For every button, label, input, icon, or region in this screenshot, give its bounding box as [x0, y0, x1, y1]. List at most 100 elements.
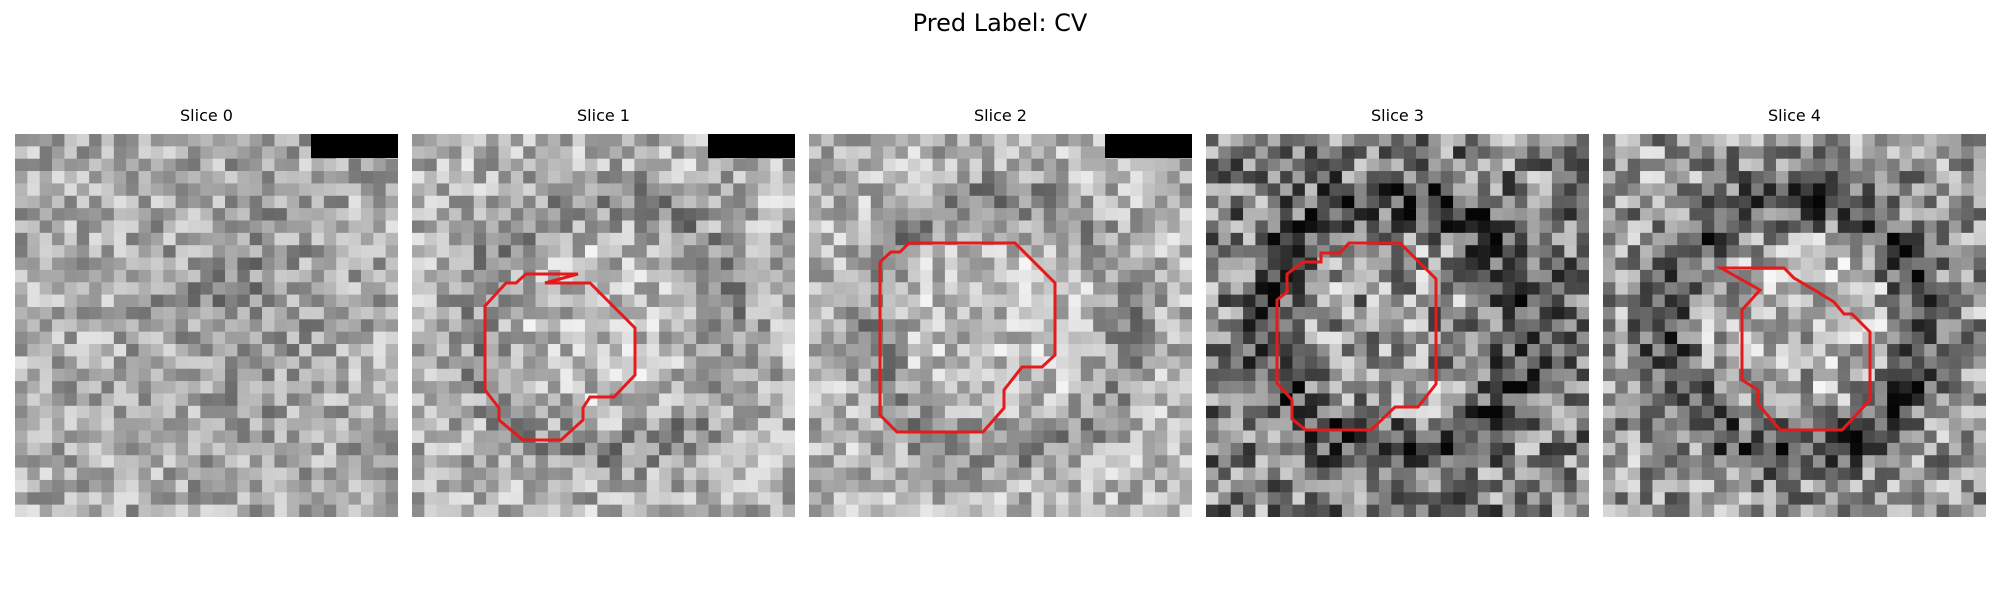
pixel-cell	[858, 134, 872, 147]
pixel-cell	[745, 393, 759, 407]
pixel-cell	[1453, 492, 1466, 505]
pixel-cell	[846, 183, 859, 197]
pixel-cell	[1477, 368, 1491, 382]
pixel-cell	[944, 134, 958, 147]
pixel-cell	[138, 319, 152, 332]
pixel-cell	[1813, 430, 1826, 444]
pixel-cell	[1056, 405, 1069, 419]
pixel-cell	[1652, 356, 1666, 370]
pixel-cell	[1453, 479, 1466, 493]
pixel-cell	[1751, 430, 1764, 444]
pixel-cell	[348, 306, 362, 320]
pixel-cell	[572, 331, 586, 345]
pixel-cell	[969, 418, 983, 431]
pixel-cell	[175, 492, 189, 505]
pixel-cell	[274, 479, 288, 493]
pixel-cell	[52, 442, 65, 456]
pixel-cell	[360, 430, 374, 444]
pixel-cell	[1267, 245, 1281, 258]
pixel-cell	[27, 208, 40, 221]
pixel-cell	[809, 492, 822, 505]
pixel-cell	[449, 294, 462, 308]
pixel-cell	[1936, 492, 1950, 505]
pixel-cell	[1130, 294, 1143, 308]
pixel-cell	[1862, 282, 1876, 295]
pixel-cell	[1056, 418, 1069, 431]
pixel-cell	[1775, 171, 1789, 184]
pixel-cell	[126, 455, 139, 468]
pixel-cell	[412, 455, 425, 468]
pixel-cell	[360, 381, 374, 394]
pixel-cell	[957, 479, 970, 493]
pixel-cell	[659, 306, 672, 320]
pixel-cell	[461, 158, 475, 172]
pixel-cell	[1973, 344, 1986, 357]
pixel-cell	[1292, 183, 1306, 197]
pixel-cell	[1837, 195, 1851, 209]
pixel-cell	[646, 134, 660, 147]
pixel-cell	[1403, 504, 1417, 517]
pixel-cell	[1255, 171, 1269, 184]
pixel-cell	[1304, 430, 1318, 444]
pixel-cell	[883, 294, 896, 308]
pixel-cell	[1490, 405, 1503, 419]
pixel-cell	[1751, 269, 1764, 283]
pixel-cell	[846, 455, 859, 468]
pixel-cell	[15, 220, 28, 234]
pixel-cell	[1019, 331, 1032, 345]
pixel-cell	[696, 146, 709, 159]
pixel-cell	[323, 381, 337, 394]
pixel-cell	[1564, 492, 1577, 505]
pixel-cell	[597, 405, 610, 419]
pixel-cell	[981, 306, 995, 320]
pixel-cell	[311, 183, 325, 197]
pixel-cell	[311, 294, 325, 308]
pixel-cell	[1255, 492, 1269, 505]
pixel-cell	[39, 393, 53, 407]
pixel-cell	[1490, 442, 1503, 456]
pixel-cell	[1800, 257, 1814, 271]
pixel-cell	[27, 306, 40, 320]
pixel-cell	[323, 158, 337, 172]
pixel-cell	[757, 430, 771, 444]
pixel-cell	[696, 158, 709, 172]
pixel-cell	[498, 442, 512, 456]
pixel-cell	[336, 232, 349, 246]
pixel-cell	[932, 405, 946, 419]
pixel-cell	[683, 430, 697, 444]
pixel-cell	[385, 232, 398, 246]
pixel-cell	[150, 492, 164, 505]
pixel-cell	[1576, 479, 1589, 493]
pixel-cell	[15, 208, 28, 221]
pixel-cell	[1255, 158, 1269, 172]
pixel-cell	[64, 146, 78, 159]
pixel-cell	[1825, 492, 1839, 505]
pixel-cell	[299, 195, 312, 209]
pixel-cell	[572, 171, 586, 184]
pixel-cell	[126, 269, 139, 283]
pixel-cell	[757, 479, 771, 493]
pixel-cell	[1354, 183, 1367, 197]
pixel-cell	[1043, 492, 1057, 505]
pixel-cell	[1416, 195, 1429, 209]
pixel-cell	[360, 208, 374, 221]
pixel-cell	[1080, 356, 1094, 370]
pixel-cell	[1453, 183, 1466, 197]
pixel-cell	[1603, 282, 1616, 295]
pixel-cell	[449, 146, 462, 159]
pixel-cell	[52, 319, 65, 332]
pixel-cell	[782, 368, 795, 382]
pixel-cell	[1539, 183, 1553, 197]
pixel-cell	[920, 479, 933, 493]
pixel-cell	[1689, 344, 1703, 357]
pixel-cell	[1490, 195, 1503, 209]
pixel-cell	[1031, 306, 1045, 320]
pixel-cell	[683, 294, 697, 308]
pixel-cell	[311, 455, 325, 468]
pixel-cell	[671, 356, 685, 370]
pixel-cell	[1800, 356, 1814, 370]
pixel-cell	[1788, 368, 1801, 382]
pixel-cell	[348, 381, 362, 394]
pixel-cell	[212, 183, 226, 197]
pixel-cell	[597, 257, 610, 271]
